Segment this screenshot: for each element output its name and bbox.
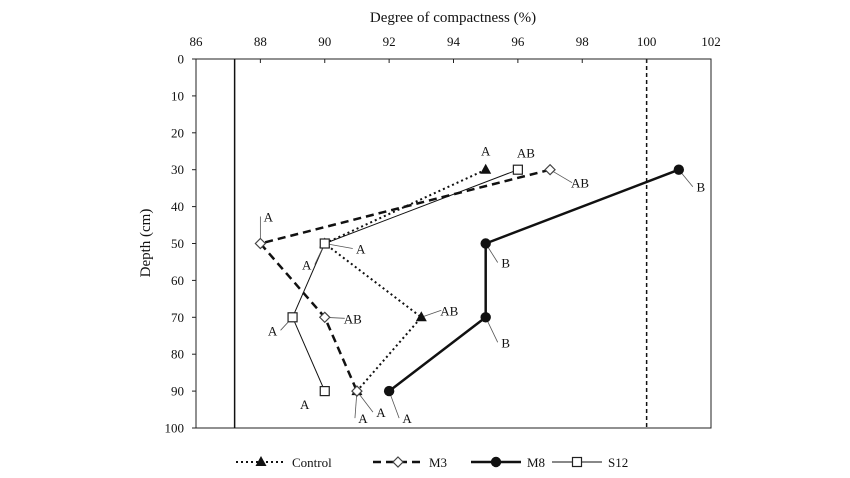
series-line-s12 xyxy=(292,169,519,392)
legend: Control M3 M8 S12 xyxy=(236,455,628,470)
square-marker xyxy=(512,164,523,175)
x-tick-label: 86 xyxy=(190,34,204,49)
x-axis: 86 88 90 92 94 96 98 100 102 xyxy=(190,34,721,63)
point-label: AB xyxy=(344,311,362,326)
legend-label: M3 xyxy=(429,455,447,470)
x-tick-label: 98 xyxy=(576,34,589,49)
point-label: B xyxy=(696,180,705,195)
triangle-marker xyxy=(415,311,427,322)
x-tick-label: 96 xyxy=(511,34,525,49)
x-tick-label: 102 xyxy=(701,34,721,49)
series-line-control xyxy=(323,168,487,392)
legend-circle-marker xyxy=(490,456,502,468)
circle-marker xyxy=(480,238,491,249)
y-tick-label: 30 xyxy=(171,162,184,177)
circle-marker xyxy=(383,385,395,397)
reference-lines xyxy=(233,59,648,428)
y-tick-label: 70 xyxy=(171,310,184,325)
y-tick-label: 10 xyxy=(171,88,184,103)
y-axis-title: Depth (cm) xyxy=(138,209,154,278)
y-tick-label: 40 xyxy=(171,199,184,214)
point-label: A xyxy=(302,258,312,273)
y-tick-label: 50 xyxy=(171,236,184,251)
point-label: AB xyxy=(517,146,535,161)
x-axis-title: Degree of compactness (%) xyxy=(370,10,536,26)
diamond-marker xyxy=(544,163,556,176)
series-line-m3 xyxy=(259,168,551,392)
point-label: A xyxy=(358,411,368,426)
legend-square-marker xyxy=(571,456,583,468)
y-tick-label: 20 xyxy=(171,125,184,140)
x-tick-label: 88 xyxy=(254,34,267,49)
legend-diamond-marker xyxy=(392,456,404,468)
legend-label: M8 xyxy=(527,455,545,470)
point-label: A xyxy=(268,323,278,338)
diamond-marker xyxy=(351,385,363,397)
point-label: A xyxy=(376,405,386,420)
point-label: A xyxy=(481,144,491,159)
x-tick-label: 100 xyxy=(637,34,657,49)
point-label: A xyxy=(300,397,310,412)
y-tick-label: 90 xyxy=(171,384,184,399)
triangle-marker xyxy=(480,163,492,174)
point-label: A xyxy=(356,242,366,257)
y-tick-label: 60 xyxy=(171,273,184,288)
diamond-marker xyxy=(254,237,267,250)
x-tick-label: 90 xyxy=(318,34,331,49)
y-tick-label: 0 xyxy=(178,52,185,67)
circle-marker xyxy=(673,164,685,175)
square-marker xyxy=(287,312,298,323)
series-line-m8 xyxy=(388,168,680,393)
label-leader-line xyxy=(421,309,442,318)
plot-frame xyxy=(195,58,712,429)
series-markers xyxy=(254,163,685,397)
legend-triangle-marker xyxy=(255,456,267,466)
x-tick-label: 92 xyxy=(383,34,396,49)
point-label: B xyxy=(501,256,510,271)
x-tick-label: 94 xyxy=(447,34,461,49)
point-label: A xyxy=(264,210,274,225)
point-label: A xyxy=(402,411,412,426)
series-lines xyxy=(259,168,680,393)
point-label: AB xyxy=(571,176,589,191)
point-label: AB xyxy=(440,303,458,318)
legend-label: Control xyxy=(292,455,332,470)
circle-marker xyxy=(480,312,491,323)
square-marker xyxy=(319,238,330,249)
point-label: B xyxy=(501,335,510,350)
y-axis: 0 10 20 30 40 50 60 70 80 90 100 xyxy=(165,52,196,436)
legend-label: S12 xyxy=(608,455,628,470)
y-tick-label: 100 xyxy=(165,421,185,436)
diamond-marker xyxy=(318,311,331,324)
square-marker xyxy=(319,386,330,397)
y-tick-label: 80 xyxy=(171,347,184,362)
